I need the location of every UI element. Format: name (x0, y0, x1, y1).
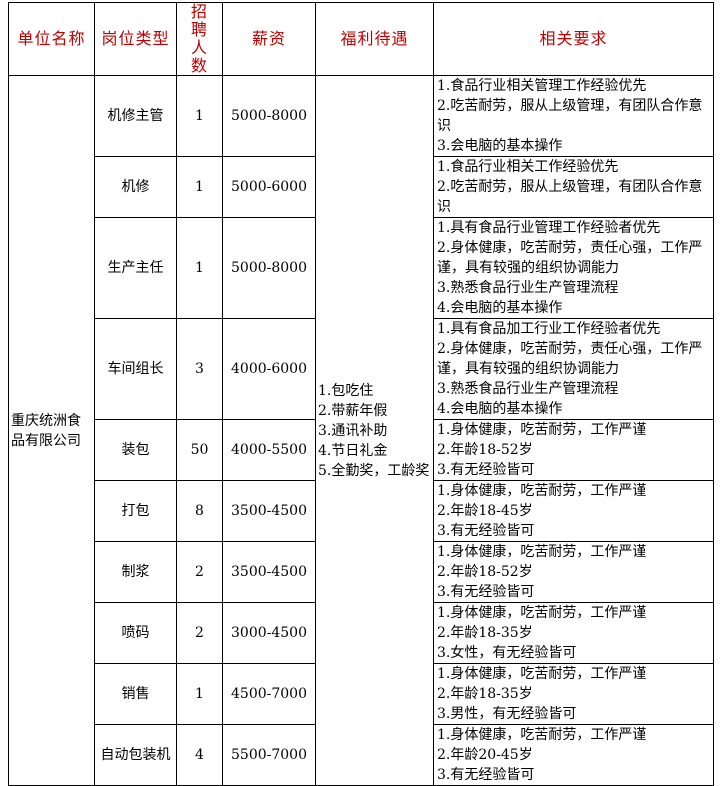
requirements-cell: 1.身体健康，吃苦耐劳，工作严谨 2.年龄18-52岁 3.有无经验皆可 (433, 541, 714, 603)
header-salary: 薪资 (222, 2, 316, 76)
salary-cell: 4000-6000 (222, 318, 316, 420)
table-row: 制浆 2 3500-4500 1.身体健康，吃苦耐劳，工作严谨 2.年龄18-52岁 … (9, 541, 714, 603)
requirements-cell: 1.具有食品行业管理工作经验者优先 2.身体健康，吃苦耐劳，责任心强，工作严谨，… (433, 217, 714, 319)
count-cell: 1 (176, 156, 223, 218)
requirements-cell: 1.身体健康，吃苦耐劳，工作严谨 2.年龄18-35岁 3.女性，有无经验皆可 (433, 602, 714, 664)
header-position: 岗位类型 (94, 2, 177, 76)
header-company: 单位名称 (8, 2, 95, 76)
table-row: 生产主任 1 5000-8000 1.具有食品行业管理工作经验者优先 2.身体健康，吃… (9, 217, 714, 319)
count-cell: 2 (176, 602, 223, 664)
salary-cell: 5000-8000 (222, 217, 316, 319)
count-cell: 3 (176, 318, 223, 420)
salary-cell: 4000-5500 (222, 419, 316, 481)
count-cell: 1 (176, 217, 223, 319)
requirements-cell: 1.身体健康，吃苦耐劳，工作严谨 2.年龄18-52岁 3.有无经验皆可 (433, 419, 714, 481)
table-row: 打包 8 3500-4500 1.身体健康，吃苦耐劳，工作严谨 2.年龄18-45岁 … (9, 480, 714, 542)
count-cell: 2 (176, 541, 223, 603)
requirements-cell: 1.食品行业相关工作经验优先 2.吃苦耐劳，服从上级管理，有团队合作意识 (433, 156, 714, 218)
salary-cell: 5000-6000 (222, 156, 316, 218)
table-row: 装包 50 4000-5500 1.身体健康，吃苦耐劳，工作严谨 2.年龄18-52岁… (9, 419, 714, 481)
table-row: 重庆统洲食品有限公司 机修主管 1 5000-8000 1.包吃住 2.带薪年假 3.通… (8, 75, 714, 786)
position-cell: 机修主管 (94, 75, 177, 157)
position-cell: 打包 (94, 480, 177, 542)
salary-cell: 5000-8000 (222, 75, 316, 157)
position-cell: 喷码 (94, 602, 177, 664)
count-cell: 1 (176, 663, 223, 725)
salary-cell: 4500-7000 (222, 663, 316, 725)
position-cell: 车间组长 (94, 318, 177, 420)
requirements-cell: 1.身体健康，吃苦耐劳，工作严谨 2.年龄20-45岁 3.有无经验皆可 (433, 724, 714, 786)
requirements-cell: 1.具有食品加工行业工作经验者优先 2.身体健康，吃苦耐劳，责任心强，工作严谨，… (433, 318, 714, 420)
position-cell: 装包 (94, 419, 177, 481)
benefits-cell: 1.包吃住 2.带薪年假 3.通讯补助 4.节日礼金 5.全勤奖，工龄奖 (315, 75, 434, 786)
salary-cell: 3500-4500 (222, 541, 316, 603)
requirements-cell: 1.食品行业相关管理工作经验优先 2.吃苦耐劳，服从上级管理，有团队合作意识 3… (433, 75, 714, 157)
salary-cell: 3000-4500 (222, 602, 316, 664)
requirements-cell: 1.身体健康，吃苦耐劳，工作严谨 2.年龄18-45岁 3.有无经验皆可 (433, 480, 714, 542)
recruitment-table: 单位名称 岗位类型 招聘人数 薪资 福利待遇 相关要求 重庆统洲食品有限公司 机修… (8, 2, 714, 786)
count-cell: 1 (176, 75, 223, 157)
company-name: 重庆统洲食品有限公司 (8, 75, 95, 786)
position-cell: 机修 (94, 156, 177, 218)
position-cell: 生产主任 (94, 217, 177, 319)
header-count: 招聘人数 (176, 2, 223, 76)
table-row: 销售 1 4500-7000 1.身体健康，吃苦耐劳，工作严谨 2.年龄18-35岁 … (9, 663, 714, 725)
salary-cell: 3500-4500 (222, 480, 316, 542)
count-cell: 4 (176, 724, 223, 786)
header-row: 单位名称 岗位类型 招聘人数 薪资 福利待遇 相关要求 (8, 2, 714, 76)
position-cell: 自动包装机 (94, 724, 177, 786)
header-requirements: 相关要求 (433, 2, 714, 76)
salary-cell: 5500-7000 (222, 724, 316, 786)
position-cell: 销售 (94, 663, 177, 725)
count-cell: 8 (176, 480, 223, 542)
table-row: 车间组长 3 4000-6000 1.具有食品加工行业工作经验者优先 2.身体健康，吃… (9, 318, 714, 420)
count-cell: 50 (176, 419, 223, 481)
requirements-cell: 1.身体健康，吃苦耐劳，工作严谨 2.年龄18-35岁 3.男性，有无经验皆可 (433, 663, 714, 725)
header-benefits: 福利待遇 (315, 2, 434, 76)
table-row: 喷码 2 3000-4500 1.身体健康，吃苦耐劳，工作严谨 2.年龄18-35岁 … (9, 602, 714, 664)
position-cell: 制浆 (94, 541, 177, 603)
